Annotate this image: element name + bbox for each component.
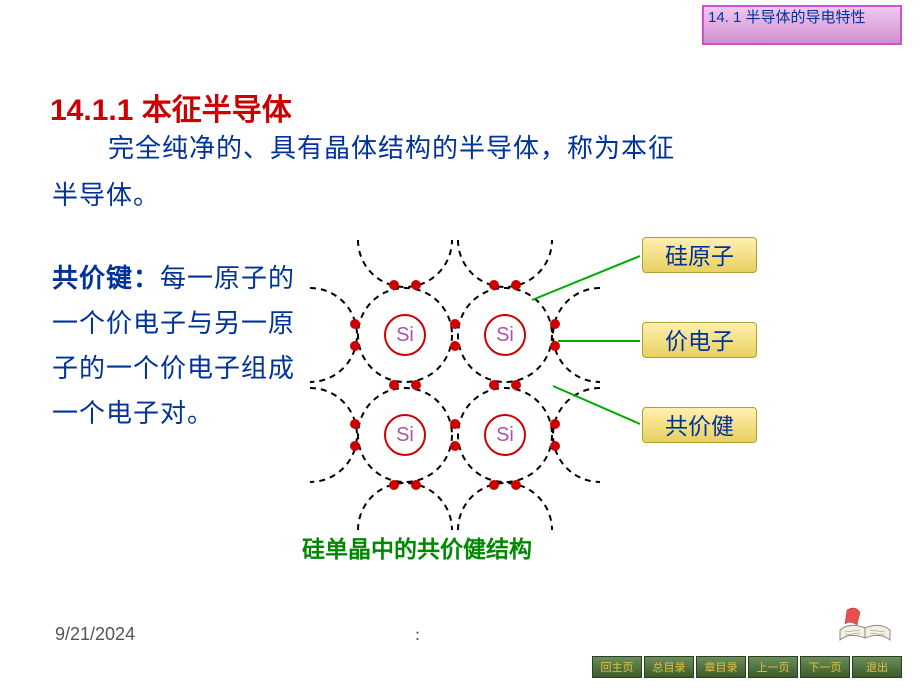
lattice-diagram: Si Si Si Si bbox=[310, 240, 580, 510]
si-atom: Si bbox=[385, 415, 425, 455]
si-label: Si bbox=[496, 424, 514, 446]
label-valence-electron: 价电子 bbox=[642, 322, 757, 358]
si-atom: Si bbox=[385, 315, 425, 355]
nav-toc-button[interactable]: 总目录 bbox=[644, 656, 694, 678]
nav-home-button[interactable]: 回主页 bbox=[592, 656, 642, 678]
nav-next-button[interactable]: 下一页 bbox=[800, 656, 850, 678]
label-si-atom: 硅原子 bbox=[642, 237, 757, 273]
si-atom: Si bbox=[485, 415, 525, 455]
nav-prev-button[interactable]: 上一页 bbox=[748, 656, 798, 678]
nav-chapter-toc-button[interactable]: 章目录 bbox=[696, 656, 746, 678]
si-atom: Si bbox=[485, 315, 525, 355]
book-icon bbox=[835, 600, 895, 645]
si-label: Si bbox=[496, 324, 514, 346]
nav-button-bar: 回主页 总目录 章目录 上一页 下一页 退出 bbox=[592, 656, 902, 678]
lattice-svg: Si Si Si Si bbox=[310, 240, 600, 530]
label-covalent-bond: 共价健 bbox=[642, 407, 757, 443]
footer-colon: : bbox=[415, 624, 420, 645]
chapter-header-text: 14. 1 半导体的导电特性 bbox=[708, 9, 866, 26]
nav-exit-button[interactable]: 退出 bbox=[852, 656, 902, 678]
section-title: 14.1.1 本征半导体 bbox=[50, 85, 292, 129]
body-text-bold: 共价键： bbox=[52, 264, 160, 293]
footer-date: 9/21/2024 bbox=[55, 624, 135, 645]
intro-line-1: 完全纯净的、具有晶体结构的半导体，称为本征 bbox=[108, 128, 675, 165]
chapter-header: 14. 1 半导体的导电特性 bbox=[702, 5, 902, 45]
body-text: 共价键：每一原子的一个价电子与另一原子的一个价电子组成一个电子对。 bbox=[52, 256, 312, 436]
intro-line-2: 半导体。 bbox=[52, 175, 160, 212]
diagram-caption: 硅单晶中的共价健结构 bbox=[302, 530, 532, 564]
si-label: Si bbox=[396, 324, 414, 346]
si-label: Si bbox=[396, 424, 414, 446]
